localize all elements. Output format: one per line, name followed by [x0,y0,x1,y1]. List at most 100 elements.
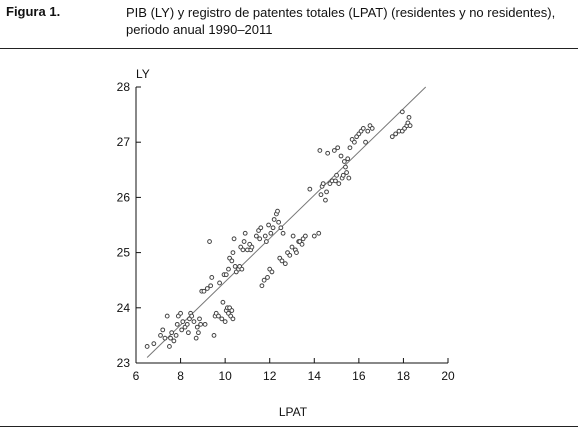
data-point [393,131,399,137]
data-point [160,327,166,333]
data-point [406,114,412,120]
data-point [226,266,231,272]
data-point [363,139,368,145]
data-point [222,319,228,325]
figure-header: Figura 1. PIB (LY) y registro de patente… [0,0,578,48]
y-tick-label: 28 [117,80,131,94]
data-point [344,170,350,175]
y-tick-label: 23 [117,356,131,370]
data-point [282,261,288,267]
data-point [194,324,200,330]
data-point [346,175,352,181]
data-point [189,313,195,319]
data-point [202,321,208,327]
data-point [261,277,267,283]
data-point [276,219,282,225]
data-point [184,321,190,327]
data-point [193,335,199,341]
data-point [341,159,347,164]
data-point [323,197,328,203]
x-tick-label: 18 [397,369,411,383]
data-point [144,344,150,349]
data-point [230,316,236,322]
x-tick-label: 12 [263,369,277,383]
data-point [257,236,263,242]
data-point [287,252,293,258]
x-tick-label: 20 [441,369,455,383]
y-tick-label: 26 [117,190,131,204]
data-point [333,178,338,184]
data-point [268,230,274,236]
data-point [164,313,170,319]
data-point [307,186,313,192]
data-point [229,258,235,264]
data-point [204,286,210,291]
y-tick-label: 27 [117,135,131,149]
data-point [343,164,348,170]
data-point [201,288,207,294]
data-point [302,233,308,239]
data-point [240,247,246,253]
data-point [331,148,337,153]
data-point [231,236,237,242]
data-point [207,239,212,244]
data-point [191,319,197,325]
data-point [318,192,324,198]
y-tick-label: 24 [117,301,131,315]
bottom-rule [0,426,578,427]
data-point [253,233,259,239]
data-point [208,283,214,289]
data-point [316,230,322,236]
x-tick-label: 6 [133,369,140,383]
regression-line [146,86,427,358]
data-point [239,266,245,272]
data-point [242,230,248,236]
data-point [320,181,326,187]
y-tick-label: 25 [117,246,131,260]
data-point [311,233,317,239]
data-point [263,239,269,244]
data-point [223,272,229,278]
data-point [197,316,202,322]
data-point [294,250,299,256]
data-point [162,335,168,341]
data-point [369,125,375,131]
data-point [167,344,172,349]
data-point [299,241,305,247]
data-point [340,172,346,178]
data-point [174,321,180,327]
data-point [335,145,341,151]
data-point [270,225,276,231]
x-tick-label: 16 [352,369,366,383]
data-point [232,264,238,269]
data-point [180,319,186,325]
data-point [173,333,179,338]
data-point [317,148,323,153]
data-point [290,233,296,239]
data-point [169,330,175,336]
data-point [217,280,222,286]
data-point [275,208,280,214]
data-point [229,308,235,313]
data-point [211,333,217,338]
data-point [279,258,285,264]
data-point [407,123,413,129]
data-point [185,330,191,336]
data-point [336,181,342,187]
data-point [258,225,264,231]
data-point [262,233,268,239]
data-point [198,321,204,327]
data-point [289,244,295,250]
data-point [334,172,339,178]
data-point [259,283,265,289]
data-point [266,222,272,228]
data-point [230,250,236,256]
data-point [352,139,357,145]
data-point [280,230,286,236]
data-point [151,341,157,347]
figure-title: PIB (LY) y registro de patentes totales … [126,5,556,37]
data-point [179,327,185,333]
data-point [389,134,395,140]
data-point [171,338,177,344]
